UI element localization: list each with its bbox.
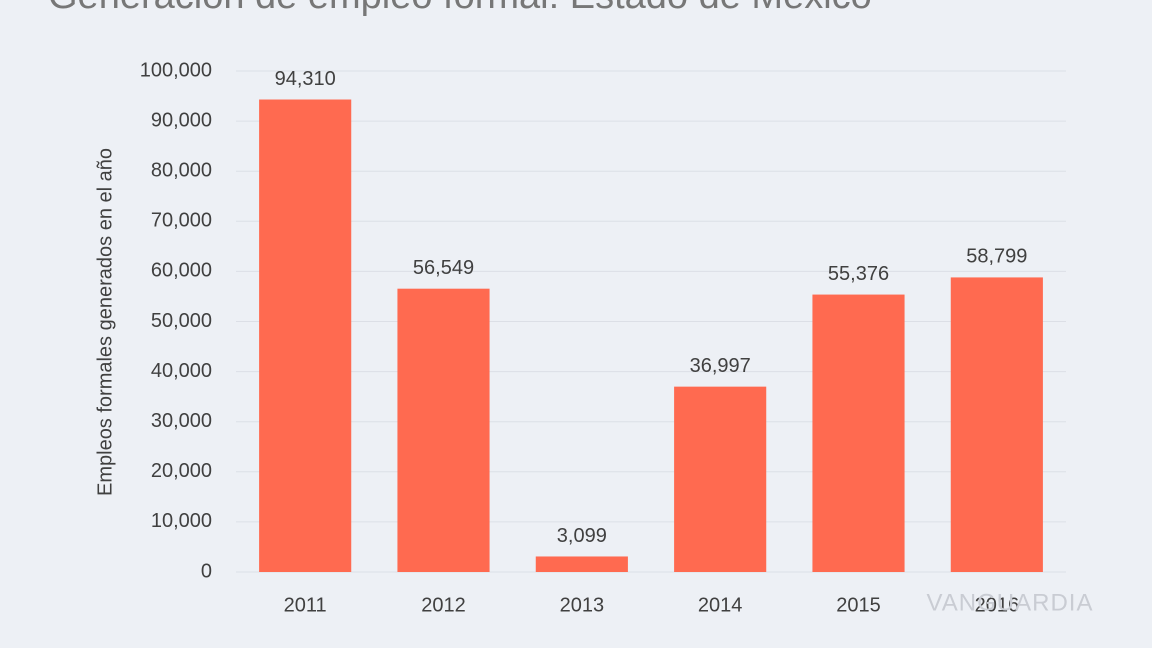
bar [812,294,905,572]
bar [674,386,767,572]
data-label: 3,099 [557,525,607,547]
data-label: 94,310 [275,68,336,90]
data-label: 55,376 [828,263,889,285]
watermark: VANGUARDIA [927,589,1094,616]
x-tick-label: 2011 [284,594,327,616]
bar [397,288,490,572]
y-tick-label: 40,000 [151,360,212,382]
data-label: 36,997 [690,355,751,377]
x-tick-label: 2013 [560,594,605,616]
y-tick-label: 60,000 [151,260,212,282]
y-tick-label: 50,000 [151,310,212,332]
x-tick-label: 2016 [975,594,1020,616]
y-tick-label: 80,000 [151,159,212,181]
chart-title: Generación de empleo formal: Estado de M… [48,0,872,17]
y-tick-label: 70,000 [151,210,212,232]
y-tick-label: 30,000 [151,410,212,432]
bar [259,99,352,572]
x-tick-label: 2014 [698,594,743,616]
y-tick-label: 0 [201,560,212,582]
bar [535,556,628,572]
data-label: 58,799 [966,246,1027,268]
y-tick-label: 90,000 [151,109,212,131]
x-tick-label: 2015 [836,594,881,616]
y-tick-label: 20,000 [151,460,212,482]
x-tick-label: 2012 [421,594,466,616]
y-tick-label: 100,000 [140,59,212,81]
y-tick-label: 10,000 [151,510,212,532]
data-label: 56,549 [413,257,474,279]
bar [950,277,1043,572]
y-axis-label: Empleos formales generados en el año [94,148,116,496]
